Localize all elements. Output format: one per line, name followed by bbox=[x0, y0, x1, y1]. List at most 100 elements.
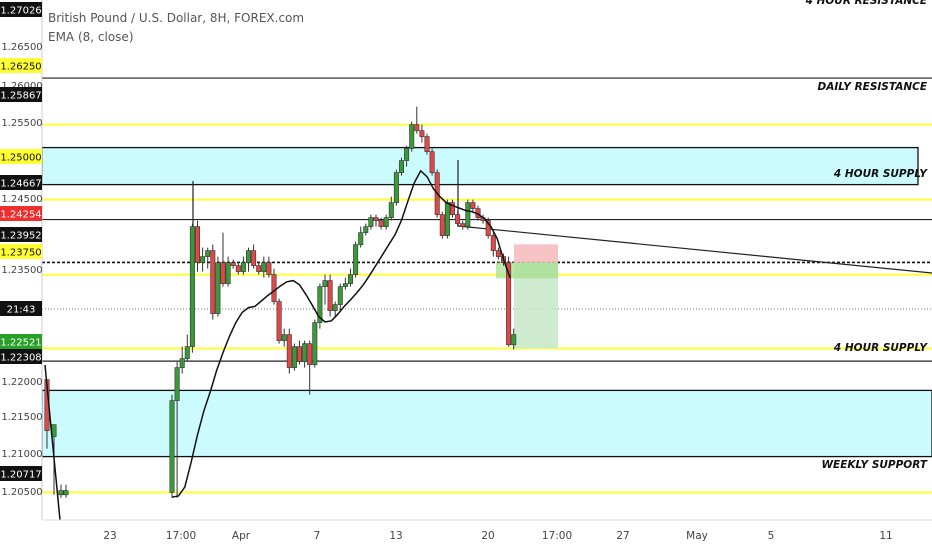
bear-candle bbox=[307, 343, 313, 365]
bull-candle bbox=[332, 304, 338, 311]
bull-candle bbox=[58, 490, 64, 496]
bull-candle bbox=[317, 286, 323, 323]
bear-candle bbox=[495, 250, 501, 257]
bull-candle bbox=[368, 217, 374, 227]
bear-candle bbox=[485, 220, 491, 236]
price-tag-label: 1.22308 bbox=[0, 353, 41, 364]
bull-candle bbox=[358, 232, 364, 245]
y-tick-label: 1.23500 bbox=[1, 265, 42, 276]
bear-candle bbox=[220, 262, 226, 284]
bull-candle bbox=[261, 262, 267, 272]
level-label: WEEKLY SUPPORT bbox=[821, 459, 927, 471]
bear-candle bbox=[373, 217, 379, 221]
price-tag bbox=[0, 58, 42, 73]
bull-candle bbox=[281, 334, 287, 341]
x-tick-label: 17:00 bbox=[166, 530, 196, 542]
bull-candle bbox=[302, 343, 308, 362]
bear-candle bbox=[424, 136, 430, 152]
plot-area bbox=[42, 77, 932, 520]
bear-candle bbox=[378, 220, 384, 227]
x-tick-label: 23 bbox=[103, 530, 116, 542]
bear-candle bbox=[195, 226, 201, 263]
bull-candle bbox=[337, 286, 343, 305]
weekly-support-zone bbox=[42, 389, 932, 458]
bear-candle bbox=[286, 334, 292, 368]
bear-candle bbox=[210, 250, 216, 314]
price-tag-label: 1.25000 bbox=[0, 153, 41, 164]
bull-candle bbox=[322, 280, 328, 287]
y-tick-label: 1.21000 bbox=[1, 449, 42, 460]
bull-candle bbox=[174, 367, 180, 401]
x-tick-label: 20 bbox=[481, 530, 494, 542]
y-tick-label: 1.26500 bbox=[1, 42, 42, 53]
price-tag bbox=[0, 301, 42, 316]
indicator-legend: EMA (8, close) bbox=[48, 30, 134, 44]
bear-candle bbox=[429, 151, 435, 173]
bull-candle bbox=[240, 262, 246, 272]
price-tag bbox=[0, 175, 42, 190]
bear-candle bbox=[470, 202, 476, 209]
price-tag-label: 1.24254 bbox=[0, 210, 41, 221]
price-tag bbox=[0, 2, 42, 17]
bull-candle bbox=[189, 226, 195, 347]
price-tag-label: 1.22521 bbox=[0, 338, 41, 349]
bear-candle bbox=[276, 301, 282, 341]
level-label: 4 HOUR SUPPLY bbox=[833, 168, 928, 180]
bear-candle bbox=[230, 262, 236, 266]
price-tag bbox=[0, 334, 42, 349]
bear-candle bbox=[235, 265, 241, 272]
bear-candle bbox=[414, 124, 420, 131]
level-label: 4 HOUR RESISTANCE bbox=[805, 0, 928, 7]
trendline bbox=[457, 225, 932, 274]
bull-candle bbox=[404, 148, 410, 161]
price-tag-label: 21:43 bbox=[7, 305, 36, 316]
y-tick-label: 1.20500 bbox=[1, 487, 42, 498]
bear-candle bbox=[455, 214, 461, 224]
x-tick-label: 17:00 bbox=[542, 530, 572, 542]
bull-candle bbox=[246, 250, 252, 263]
price-tag-label: 1.23952 bbox=[0, 231, 41, 242]
y-tick-label: 1.26000 bbox=[1, 81, 42, 92]
bear-candle bbox=[506, 262, 512, 346]
bear-candle bbox=[266, 262, 272, 275]
bear-candle bbox=[449, 202, 455, 215]
bull-candle bbox=[184, 346, 190, 359]
y-tick-label: 1.22000 bbox=[1, 377, 42, 388]
bear-candle bbox=[419, 130, 425, 137]
bear-candle bbox=[271, 274, 277, 302]
bear-candle bbox=[251, 250, 257, 266]
price-tag-label: 1.25867 bbox=[0, 91, 41, 102]
price-tag-label: 1.20717 bbox=[0, 470, 41, 481]
bull-candle bbox=[312, 322, 318, 365]
bull-candle bbox=[388, 202, 394, 218]
price-tag bbox=[0, 206, 42, 221]
ema-line-early bbox=[44, 364, 61, 520]
symbol-title: British Pound / U.S. Dollar, 8H, FOREX.c… bbox=[48, 11, 305, 25]
price-tag-label: 1.23750 bbox=[0, 248, 41, 259]
x-tick-label: May bbox=[686, 530, 708, 542]
x-tick-label: 11 bbox=[879, 530, 892, 542]
bull-candle bbox=[225, 262, 231, 284]
bull-candle bbox=[169, 400, 175, 493]
price-tag bbox=[0, 227, 42, 242]
bull-candle bbox=[63, 490, 69, 496]
bear-candle bbox=[439, 214, 445, 236]
stop-loss-box bbox=[514, 244, 558, 263]
x-tick-label: 27 bbox=[616, 530, 629, 542]
bull-candle bbox=[409, 124, 415, 149]
price-tag bbox=[0, 349, 42, 364]
level-label: DAILY RESISTANCE bbox=[818, 81, 928, 93]
y-tick-label: 1.21500 bbox=[1, 412, 42, 423]
bull-candle bbox=[342, 283, 348, 287]
price-tag-label: 1.26250 bbox=[0, 62, 41, 73]
bull-candle bbox=[179, 358, 185, 368]
daily-resistance-zone bbox=[42, 146, 919, 186]
bull-candle bbox=[511, 334, 517, 346]
x-tick-label: 13 bbox=[389, 530, 402, 542]
y-tick-label: 1.25500 bbox=[1, 118, 42, 129]
bear-candle bbox=[327, 280, 333, 311]
bull-candle bbox=[291, 346, 297, 368]
bull-candle bbox=[398, 160, 404, 173]
y-tick-label: 1.24500 bbox=[1, 194, 42, 205]
